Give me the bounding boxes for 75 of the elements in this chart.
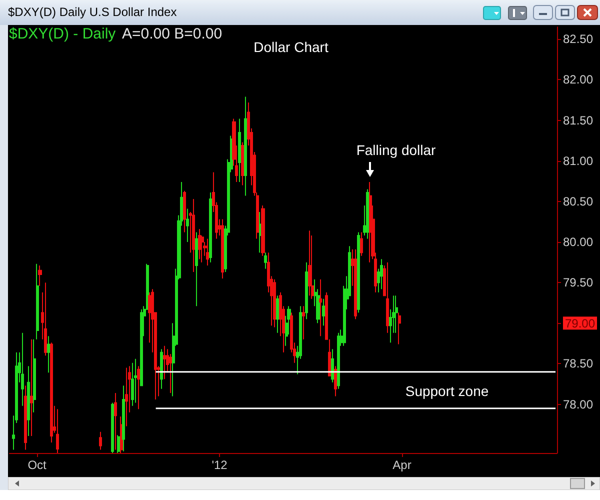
candlestick xyxy=(241,142,244,186)
y-tick-label: 79.50 xyxy=(562,276,594,290)
candlestick xyxy=(398,312,401,345)
y-tick-label: 82.50 xyxy=(562,32,594,46)
candlestick xyxy=(302,306,305,340)
candlestick xyxy=(134,358,137,404)
candlestick xyxy=(117,434,120,454)
candlestick xyxy=(264,252,267,270)
candlestick xyxy=(47,336,50,374)
candlestick xyxy=(192,198,195,273)
candlestick xyxy=(38,265,42,286)
candlestick xyxy=(163,345,166,380)
x-tick-label: '12 xyxy=(212,458,228,472)
candlestick xyxy=(261,205,265,256)
candlestick xyxy=(195,232,198,307)
candlestick xyxy=(56,408,59,454)
candlestick xyxy=(369,181,372,263)
candlestick xyxy=(122,385,125,452)
candlestick xyxy=(395,295,398,334)
candlestick xyxy=(337,332,340,390)
candlestick xyxy=(183,190,186,233)
annotation: Falling dollar xyxy=(356,142,436,158)
y-tick-label: 79.00 xyxy=(564,316,596,331)
candlestick xyxy=(206,238,209,266)
candlestick xyxy=(33,338,36,413)
annotation: A=0.00 B=0.00 xyxy=(122,26,222,42)
candlestick xyxy=(308,230,311,296)
candlestick xyxy=(366,188,369,240)
candlestick xyxy=(125,367,128,427)
candlestick xyxy=(273,278,276,328)
candlestick xyxy=(36,263,39,340)
candlestick xyxy=(386,262,389,334)
x-tick-label: Oct xyxy=(28,458,48,472)
candlestick xyxy=(354,248,357,320)
candlestick xyxy=(209,192,212,263)
x-tick-label: Apr xyxy=(392,458,412,472)
candlestick xyxy=(305,262,308,320)
y-tick-label: 81.00 xyxy=(562,154,594,168)
candlestick xyxy=(380,258,383,290)
text: Dollar Chart xyxy=(254,39,328,55)
candlestick xyxy=(221,218,224,280)
candlestick xyxy=(360,232,363,256)
y-tick-label: 81.50 xyxy=(562,113,594,128)
candlestick xyxy=(357,232,360,314)
candlestick xyxy=(238,118,241,182)
candlestick xyxy=(137,366,140,410)
candlestick xyxy=(322,298,325,326)
candlestick xyxy=(27,366,30,436)
y-tick-label: 78.00 xyxy=(562,397,594,412)
chart-subtitle: $DXY(D) - Daily xyxy=(9,26,116,42)
text: $DXY(D) Daily U.S Dollar Index xyxy=(8,5,177,20)
candlestick xyxy=(50,342,53,443)
candlestick xyxy=(24,385,27,450)
candlestick xyxy=(331,348,334,383)
candlestick xyxy=(334,366,337,397)
candlestick xyxy=(160,348,163,390)
candlestick xyxy=(198,228,201,260)
candlestick xyxy=(276,295,279,334)
candlestick xyxy=(140,308,143,386)
candlestick xyxy=(30,338,33,436)
candlestick xyxy=(21,332,24,406)
candlestick xyxy=(186,208,189,243)
candlestick xyxy=(259,212,262,254)
candlestick xyxy=(319,278,322,337)
candlestick xyxy=(244,96,247,196)
candlestick xyxy=(99,431,102,450)
candlestick xyxy=(131,362,134,406)
candlestick xyxy=(111,402,114,454)
candlestick xyxy=(44,282,47,356)
y-tick-label: 80.00 xyxy=(562,235,594,250)
y-tick-label: 82.00 xyxy=(562,72,594,87)
candlestick xyxy=(114,392,117,450)
y-tick-label: 80.50 xyxy=(562,194,594,208)
annotation: Support zone xyxy=(405,383,489,399)
y-tick-label: 78.50 xyxy=(562,356,594,371)
